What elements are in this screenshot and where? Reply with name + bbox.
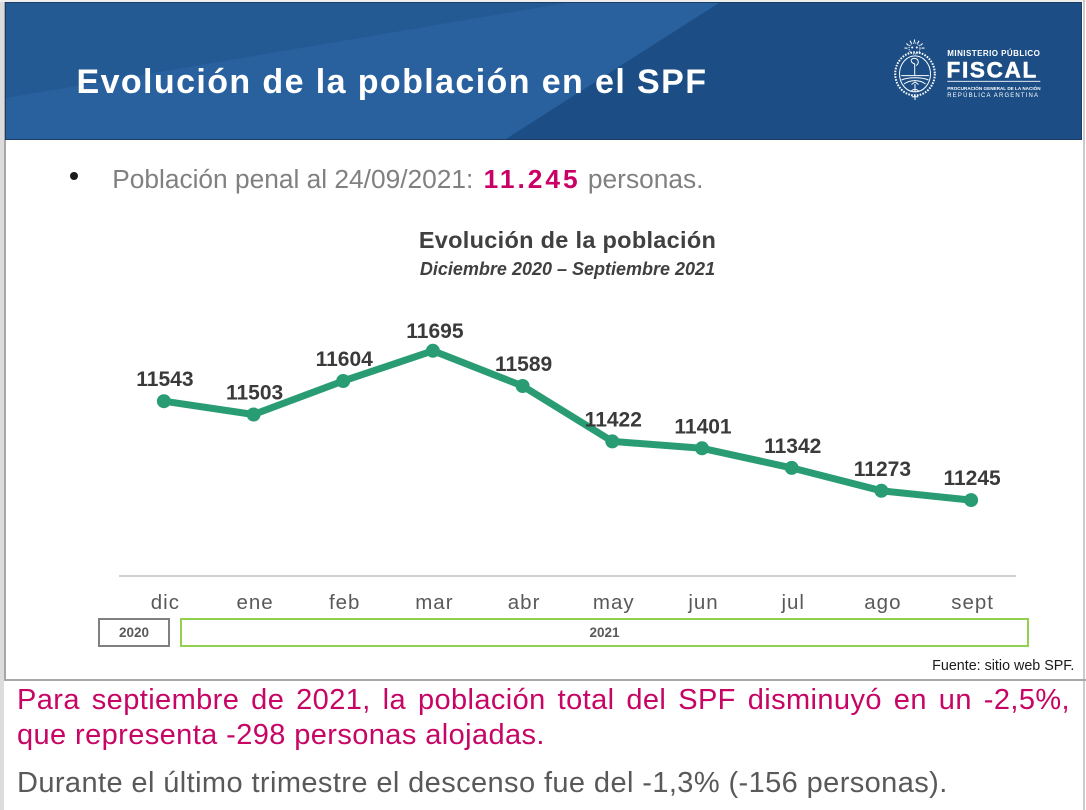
svg-text:may: may [593,591,635,614]
svg-text:11245: 11245 [943,467,1001,490]
svg-text:dic: dic [151,591,180,614]
svg-text:11273: 11273 [854,458,911,481]
svg-text:MINISTERIO PÚBLICO: MINISTERIO PÚBLICO [947,49,1040,58]
svg-text:jun: jun [687,591,718,614]
svg-text:11342: 11342 [764,435,821,458]
svg-text:jul: jul [780,591,805,614]
svg-text:PROCURACIÓN GENERAL DE LA NACI: PROCURACIÓN GENERAL DE LA NACIÓN [947,84,1041,91]
svg-text:11589: 11589 [495,353,552,376]
svg-text:ago: ago [864,591,901,614]
svg-text:11543: 11543 [136,368,193,391]
svg-text:abr: abr [508,591,541,614]
svg-text:11503: 11503 [226,382,283,405]
svg-text:11401: 11401 [674,415,732,438]
svg-text:11695: 11695 [406,320,464,343]
svg-text:mar: mar [415,591,453,614]
svg-text:sept: sept [951,591,994,614]
svg-text:11604: 11604 [316,348,374,371]
svg-text:FISCAL: FISCAL [947,58,1038,83]
svg-text:REPÚBLICA ARGENTINA: REPÚBLICA ARGENTINA [947,92,1039,99]
svg-text:11422: 11422 [585,408,642,431]
svg-text:ene: ene [236,591,273,614]
svg-text:feb: feb [329,591,361,614]
